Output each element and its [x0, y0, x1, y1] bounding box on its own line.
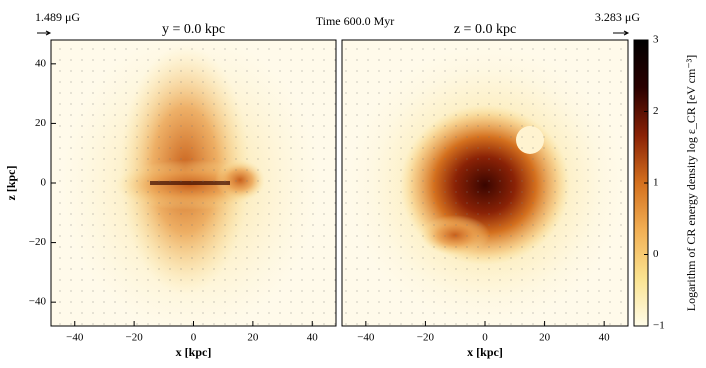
x-axis-label: x [kpc] [467, 345, 503, 359]
y-axis-label: z [kpc] [4, 166, 18, 201]
x-tick-label: −20 [417, 332, 435, 344]
x-axis-label: x [kpc] [176, 345, 212, 359]
colorbar-tick-label: −1 [653, 320, 665, 332]
y-tick-label: 0 [41, 177, 47, 189]
vector-scale-label: 3.283 μG [595, 10, 640, 24]
panel-title: z = 0.0 kpc [454, 22, 516, 37]
colorbar-tick-label: 2 [653, 105, 659, 117]
panel-image [342, 40, 628, 326]
x-tick-label: 20 [247, 332, 259, 344]
x-tick-label: 40 [599, 332, 611, 344]
y-tick-label: 20 [35, 117, 47, 129]
x-tick-label: −40 [66, 332, 84, 344]
colorbar-tick-label: 3 [653, 34, 659, 46]
colorbar-label: Logarithm of CR energy density log ε_CR … [684, 55, 698, 312]
vector-scale-arrow [45, 30, 52, 36]
y-tick-label: −20 [29, 236, 47, 248]
x-tick-label: 20 [539, 332, 551, 344]
y-tick-label: 40 [35, 57, 47, 69]
panel-title: y = 0.0 kpc [162, 22, 225, 37]
x-tick-label: −20 [126, 332, 144, 344]
panel-image [51, 40, 336, 326]
x-tick-label: 0 [191, 332, 197, 344]
x-tick-label: 40 [307, 332, 319, 344]
x-tick-label: −40 [357, 332, 375, 344]
colorbar-tick-label: 0 [653, 248, 659, 260]
vector-scale-arrow [623, 30, 630, 36]
y-tick-label: −40 [29, 296, 47, 308]
x-tick-label: 0 [482, 332, 488, 344]
figure-title: Time 600.0 Myr [316, 14, 395, 28]
vector-scale-label: 1.489 μG [35, 10, 80, 24]
colorbar-tick-label: 1 [653, 177, 659, 189]
